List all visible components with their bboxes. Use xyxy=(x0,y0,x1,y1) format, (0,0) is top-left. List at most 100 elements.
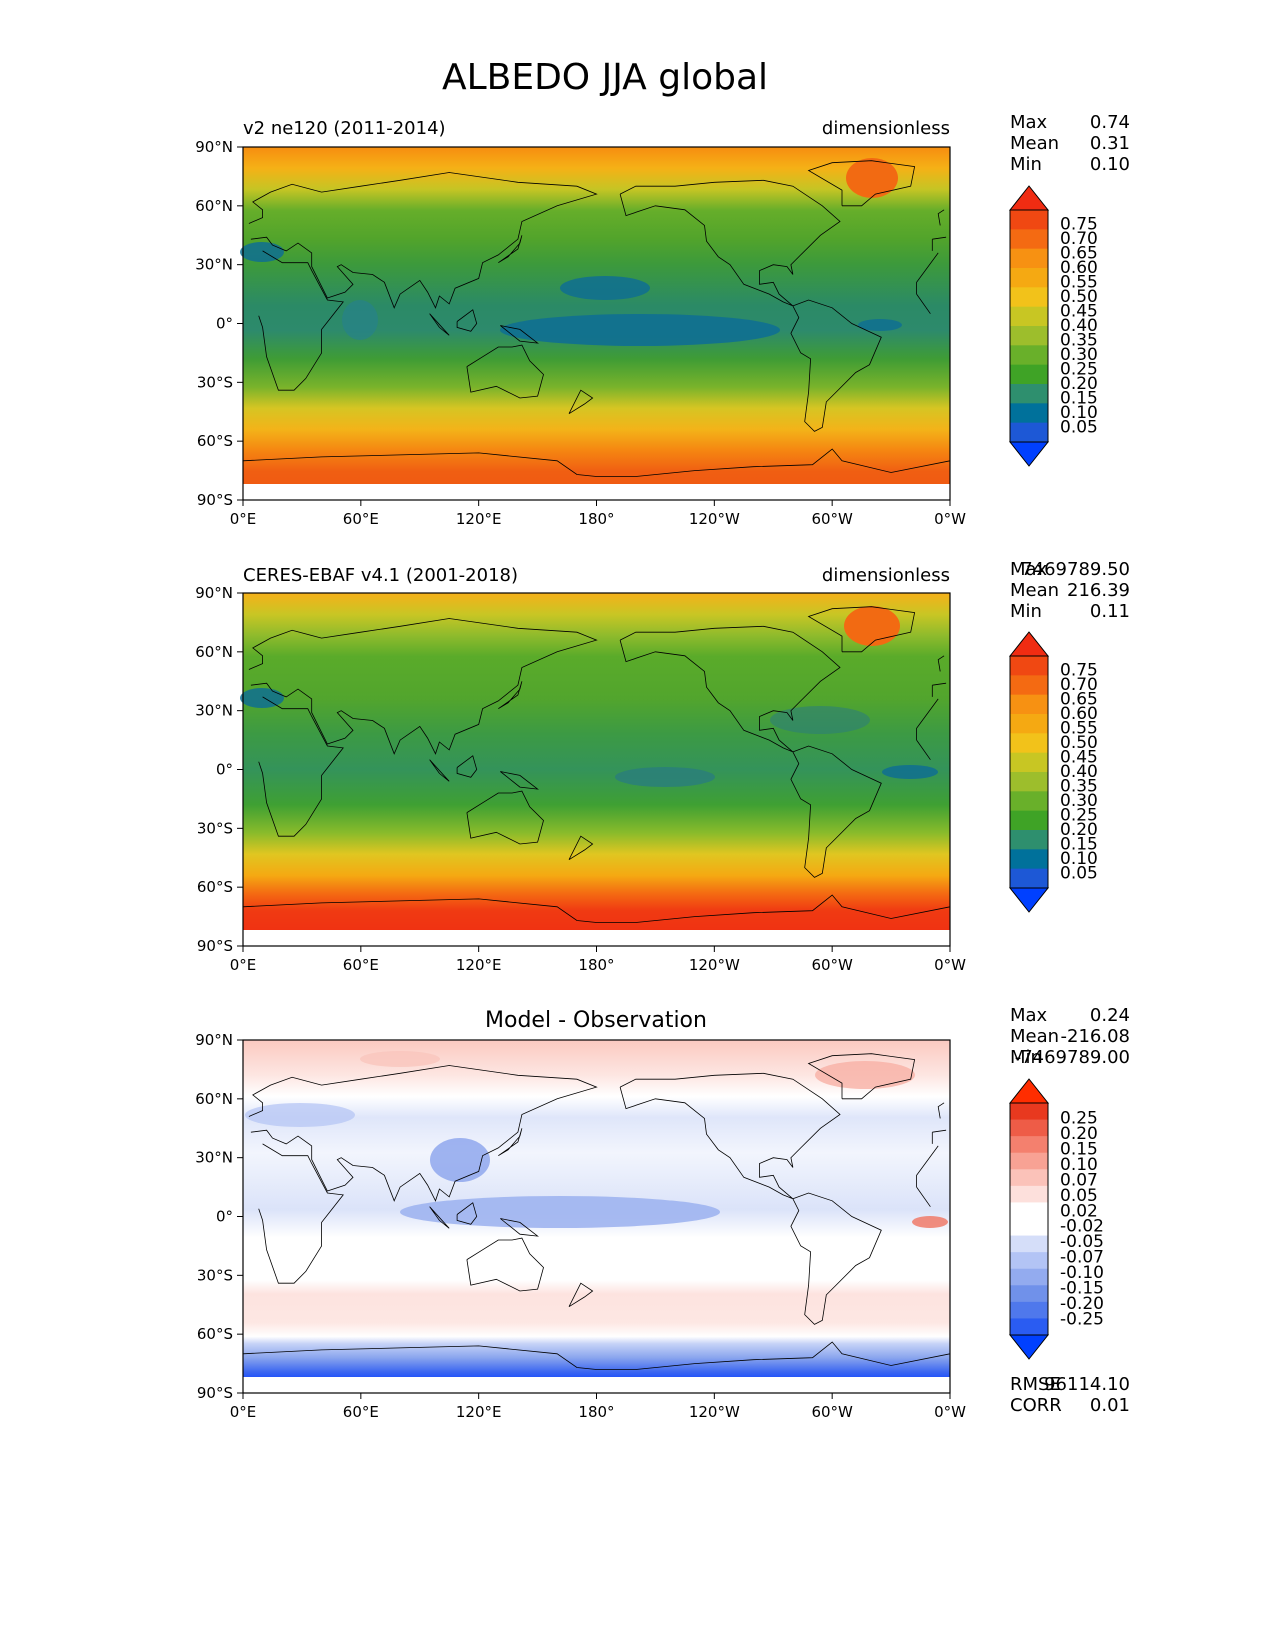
colorbar-band xyxy=(1010,1235,1048,1253)
colorbar-tick-label: 0.10 xyxy=(1060,1155,1098,1175)
coastline xyxy=(498,235,523,264)
colorbar-band xyxy=(1010,248,1048,269)
coastline xyxy=(500,325,539,344)
colorbar-band xyxy=(1010,268,1048,288)
stat-value: 0.24 xyxy=(1090,1005,1130,1026)
coastline xyxy=(242,448,951,477)
stat-value: 0.11 xyxy=(1090,601,1130,622)
coastline xyxy=(258,1143,939,1284)
colorbar-band xyxy=(1010,1136,1048,1154)
colorbar-tick-label: 0.30 xyxy=(1060,791,1098,811)
lat-tick-label: 0° xyxy=(216,315,233,333)
coastline xyxy=(248,172,947,309)
stat-label: Mean xyxy=(1010,580,1059,601)
colorbar-tick-label: 0.75 xyxy=(1060,215,1098,235)
stat-value: 0.31 xyxy=(1090,133,1130,154)
lat-tick-label: 90°S xyxy=(197,1384,233,1402)
lon-tick-label: 120°W xyxy=(689,510,740,528)
low-albedo-patch xyxy=(500,314,780,346)
colorbar-band xyxy=(1010,229,1048,250)
coastlines xyxy=(242,1053,951,1370)
colorbar-tick-label: 0.45 xyxy=(1060,302,1098,322)
lat-tick-label: 60°S xyxy=(197,1325,233,1343)
colorbar-band xyxy=(1010,384,1048,404)
lat-tick-label: 30°N xyxy=(195,256,233,274)
colorbar-band xyxy=(1010,1152,1048,1170)
coastline xyxy=(258,696,939,837)
negative-bias-patch xyxy=(430,1138,490,1182)
lat-tick-label: 90°N xyxy=(195,584,233,602)
colorbar-band xyxy=(1010,287,1048,308)
ice-patch xyxy=(846,158,898,198)
stat-value: 0.74 xyxy=(1090,112,1130,133)
map-field xyxy=(243,593,950,946)
colorbar-band xyxy=(1010,326,1048,346)
colorbar-band xyxy=(1010,345,1048,366)
coastline xyxy=(248,618,947,755)
lon-axis: 0°E 60°E 120°E 180° 120°W 60°W 0°W xyxy=(230,500,966,528)
stat-label: Mean xyxy=(1010,1026,1059,1047)
colorbar-tick-label: -0.25 xyxy=(1060,1310,1104,1330)
panel-center-title: Model - Observation xyxy=(485,1008,707,1033)
lat-axis: 90°N 60°N 30°N 0° 30°S 60°S 90°S xyxy=(195,584,243,955)
colorbar-tick-label: 0.15 xyxy=(1060,1139,1098,1159)
colorbar-tick-label: 0.55 xyxy=(1060,273,1098,293)
low-albedo-patch xyxy=(240,688,284,708)
lat-tick-label: 60°N xyxy=(195,1090,233,1108)
coastline xyxy=(790,1192,882,1325)
lat-tick-label: 60°S xyxy=(197,878,233,896)
low-albedo-patch xyxy=(770,706,870,734)
colorbar-tick-label: 0.65 xyxy=(1060,244,1098,264)
lat-tick-label: 30°N xyxy=(195,702,233,720)
coastline xyxy=(498,681,523,710)
colorbar-tick-label: 0.15 xyxy=(1060,389,1098,409)
coastline xyxy=(807,160,916,207)
missing-data-strip xyxy=(243,484,950,500)
coastline xyxy=(429,313,450,336)
colorbar-band xyxy=(1010,810,1048,831)
positive-bias-patch xyxy=(815,1061,915,1089)
lon-tick-label: 180° xyxy=(578,956,614,974)
colorbar-tick-label: 0.60 xyxy=(1060,258,1098,278)
low-albedo-patch xyxy=(560,276,650,300)
lat-tick-label: 90°S xyxy=(197,491,233,509)
colorbar-frame xyxy=(1009,209,1049,443)
stat-label: Min xyxy=(1010,601,1042,622)
low-albedo-patch xyxy=(240,242,284,262)
colorbar-band xyxy=(1010,1219,1048,1237)
coastline xyxy=(790,745,882,878)
missing-data-strip xyxy=(243,930,950,946)
colorbar-tick-label: 0.30 xyxy=(1060,345,1098,365)
colorbar-tick-label: 0.35 xyxy=(1060,331,1098,351)
colorbar-tick-label: 0.25 xyxy=(1060,360,1098,380)
figure-title: ALBEDO JJA global xyxy=(442,57,768,98)
colorbar-tick-label: -0.07 xyxy=(1060,1248,1104,1268)
lon-tick-label: 60°W xyxy=(811,956,853,974)
colorbar-band xyxy=(1010,422,1048,443)
lon-tick-label: 0°E xyxy=(230,956,257,974)
coastline xyxy=(456,755,478,778)
lat-axis: 90°N 60°N 30°N 0° 30°S 60°S 90°S xyxy=(195,1031,243,1402)
negative-bias-patch xyxy=(245,1103,355,1127)
stat-label: Max xyxy=(1010,559,1048,580)
lon-tick-label: 0°E xyxy=(230,510,257,528)
colorbar-tick-label: 0.55 xyxy=(1060,719,1098,739)
stat-label: Max xyxy=(1010,1005,1048,1026)
lat-tick-label: 30°N xyxy=(195,1149,233,1167)
coastline xyxy=(807,1053,916,1100)
colorbar-tick-label: 0.25 xyxy=(1060,806,1098,826)
missing-data-strip xyxy=(243,1377,950,1393)
coastlines xyxy=(242,160,951,477)
lon-axis: 0°E 60°E 120°E 180° 120°W 60°W 0°W xyxy=(230,946,966,974)
colorbar-tick-label: 0.65 xyxy=(1060,690,1098,710)
panel-model: v2 ne120 (2011-2014) dimensionless 90°N 6… xyxy=(195,112,1130,528)
stats-block: Max 0.74 Mean 0.31 Min 0.10 xyxy=(1010,112,1130,175)
stat-value: 0.10 xyxy=(1090,154,1130,175)
coastline xyxy=(429,759,450,782)
colorbar-tick-label: 0.05 xyxy=(1060,864,1098,884)
colorbar-frame xyxy=(1009,1102,1049,1336)
lon-tick-label: 60°E xyxy=(343,1403,379,1421)
stat-label: Mean xyxy=(1010,133,1059,154)
low-albedo-patch xyxy=(858,319,902,331)
